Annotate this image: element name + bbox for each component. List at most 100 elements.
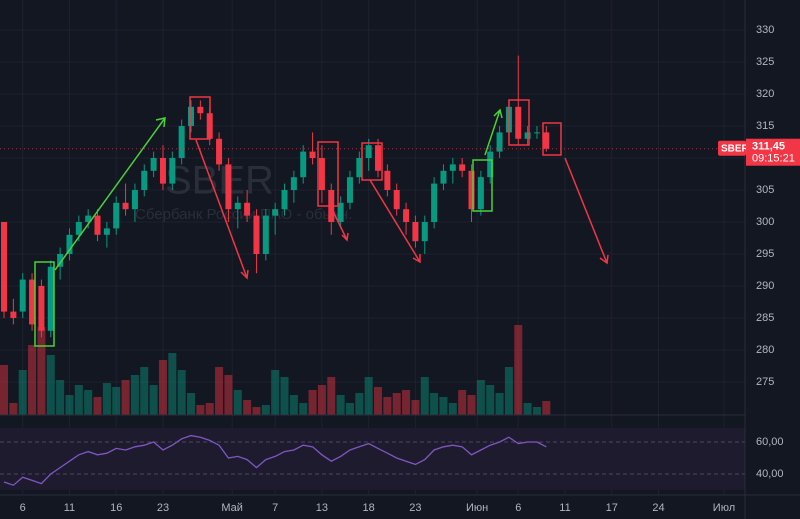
volume-bar: [74, 385, 83, 415]
volume-bar: [439, 397, 448, 415]
candle-body: [113, 202, 120, 229]
volume-bar: [402, 390, 411, 415]
rsi-tick-label: 60,00: [756, 436, 784, 448]
volume-bar: [383, 397, 392, 415]
x-tick-label: 23: [157, 502, 169, 514]
volume-bar: [308, 390, 317, 415]
candle-body: [262, 215, 269, 254]
y-tick-label: 315: [756, 120, 774, 132]
x-tick-label: 18: [363, 502, 375, 514]
volume-bar: [187, 393, 196, 415]
candle-body: [393, 189, 400, 210]
candle-body: [365, 145, 372, 159]
volume-bar: [149, 385, 158, 415]
candle-body: [197, 106, 204, 114]
volume-bar: [336, 395, 345, 415]
price-tag: [746, 138, 800, 166]
x-tick-label: 16: [110, 502, 122, 514]
candle-body: [178, 126, 185, 159]
candle-body: [75, 221, 82, 235]
candle-body: [515, 106, 522, 139]
volume-bar: [364, 377, 373, 415]
volume-bar: [233, 390, 242, 415]
volume-bar: [130, 375, 139, 415]
volume-bar: [243, 400, 252, 415]
candle-body: [403, 209, 410, 222]
x-tick-label: 13: [316, 502, 328, 514]
y-tick-label: 275: [756, 376, 774, 388]
candle-body: [487, 151, 494, 178]
candle-body: [496, 132, 503, 152]
candle-body: [188, 106, 195, 127]
volume-bar: [420, 377, 429, 415]
candle-body: [159, 158, 166, 184]
volume-bar: [345, 403, 354, 415]
volume-bar: [392, 393, 401, 415]
volume-bar: [56, 380, 65, 415]
candle-body: [477, 177, 484, 210]
volume-bar: [9, 403, 18, 415]
candle-body: [337, 202, 344, 222]
candle-body: [524, 132, 531, 139]
candle-body: [38, 285, 45, 331]
y-tick-label: 280: [756, 344, 774, 356]
candle-body: [384, 170, 391, 190]
y-tick-label: 300: [756, 216, 774, 228]
candle-body: [412, 221, 419, 242]
volume-bar: [411, 400, 420, 415]
x-tick-label: 7: [272, 502, 278, 514]
highlight-box: [34, 261, 55, 347]
volume-bar: [523, 403, 532, 415]
volume-bar: [374, 387, 383, 415]
candle-body: [10, 311, 17, 318]
volume-bar: [317, 385, 326, 415]
candle-body: [431, 183, 438, 222]
x-tick-label: 11: [64, 502, 75, 514]
candle-body: [346, 177, 353, 203]
x-tick-label: 11: [559, 502, 570, 514]
x-tick-label: Июн: [466, 502, 488, 514]
candle-body: [19, 279, 26, 312]
volume-bar: [158, 360, 167, 415]
y-tick-label: 330: [756, 24, 774, 36]
volume-bar: [177, 370, 186, 415]
rsi-line: [3, 434, 547, 486]
volume-bar: [224, 375, 233, 415]
candle-body: [281, 189, 288, 210]
volume: [0, 325, 551, 415]
volume-bar: [476, 380, 485, 415]
x-tick-label: 6: [20, 502, 26, 514]
volume-bar: [504, 367, 513, 415]
volume-bar: [514, 325, 523, 415]
volume-bar: [28, 345, 37, 415]
candle-body: [533, 132, 540, 134]
symbol-tag: [718, 140, 746, 156]
volume-bar: [37, 327, 46, 415]
candle-body: [103, 228, 110, 235]
candle-body: [169, 158, 176, 184]
candle-body: [141, 170, 148, 190]
volume-bar: [261, 405, 270, 415]
volume-bar: [168, 353, 177, 415]
arrows-down: [195, 139, 609, 280]
candle-body: [449, 164, 456, 171]
x-tick-label: 23: [409, 502, 421, 514]
candle-body: [468, 170, 475, 210]
volume-bar: [93, 397, 102, 415]
grid: [0, 0, 745, 495]
highlight-box: [317, 141, 339, 207]
watermark-subtitle: Сбербанк России ПАО - обыкн.: [135, 206, 352, 223]
x-tick-label: 17: [606, 502, 618, 514]
arrows-up: [54, 108, 503, 271]
candle-body: [440, 170, 447, 184]
candle-body: [150, 158, 157, 171]
volume-bar: [140, 367, 149, 415]
volume-bar: [495, 393, 504, 415]
volume-bar: [299, 403, 308, 415]
highlight-box: [189, 96, 211, 140]
volume-bar: [289, 395, 298, 415]
candle-body: [66, 234, 73, 254]
volume-bar: [271, 370, 280, 415]
volume-bar: [448, 403, 457, 415]
